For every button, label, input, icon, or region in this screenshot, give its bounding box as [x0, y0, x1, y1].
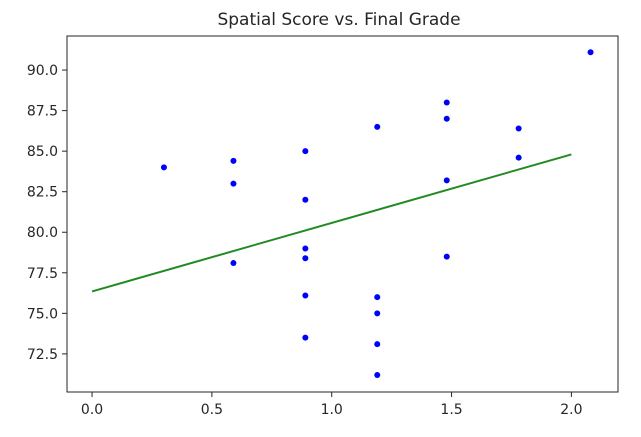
regression-line	[91, 153, 572, 293]
data-point	[374, 294, 381, 301]
data-point	[302, 334, 309, 341]
data-point	[443, 99, 450, 106]
data-point	[443, 115, 450, 122]
y-tick-label: 90.0	[27, 63, 58, 79]
y-tick-label: 80.0	[27, 225, 58, 241]
data-point	[587, 49, 594, 56]
data-point	[230, 260, 237, 267]
x-tick-label: 0.0	[81, 402, 103, 418]
x-tick-label: 1.5	[440, 402, 462, 418]
y-tick-label: 72.5	[27, 347, 58, 363]
data-point	[230, 180, 237, 187]
y-tick-label: 75.0	[27, 306, 58, 322]
data-point	[443, 177, 450, 184]
data-point	[230, 157, 237, 164]
data-point	[374, 341, 381, 348]
data-point	[302, 196, 309, 203]
x-tick-label: 2.0	[560, 402, 582, 418]
chart-title: Spatial Score vs. Final Grade	[217, 10, 460, 30]
data-point	[302, 245, 309, 252]
data-point	[515, 154, 522, 161]
x-tick-label: 0.5	[201, 402, 223, 418]
y-tick-label: 77.5	[27, 266, 58, 282]
data-point	[374, 371, 381, 378]
data-point	[374, 123, 381, 130]
y-tick-label: 82.5	[27, 185, 58, 201]
y-tick-label: 87.5	[27, 104, 58, 120]
data-point	[160, 164, 167, 171]
data-point	[515, 125, 522, 132]
data-point	[443, 253, 450, 260]
data-point	[302, 148, 309, 155]
axes-frame	[66, 35, 619, 393]
data-point	[302, 292, 309, 299]
data-point	[374, 310, 381, 317]
plot-area: 0.0 0.5 1.0 1.5 2.0 72.5 75.0 77.5 80.0 82.5 85.0 8…	[27, 35, 619, 418]
y-tick-label: 85.0	[27, 144, 58, 160]
x-tick-label: 1.0	[321, 402, 343, 418]
data-point	[302, 255, 309, 262]
